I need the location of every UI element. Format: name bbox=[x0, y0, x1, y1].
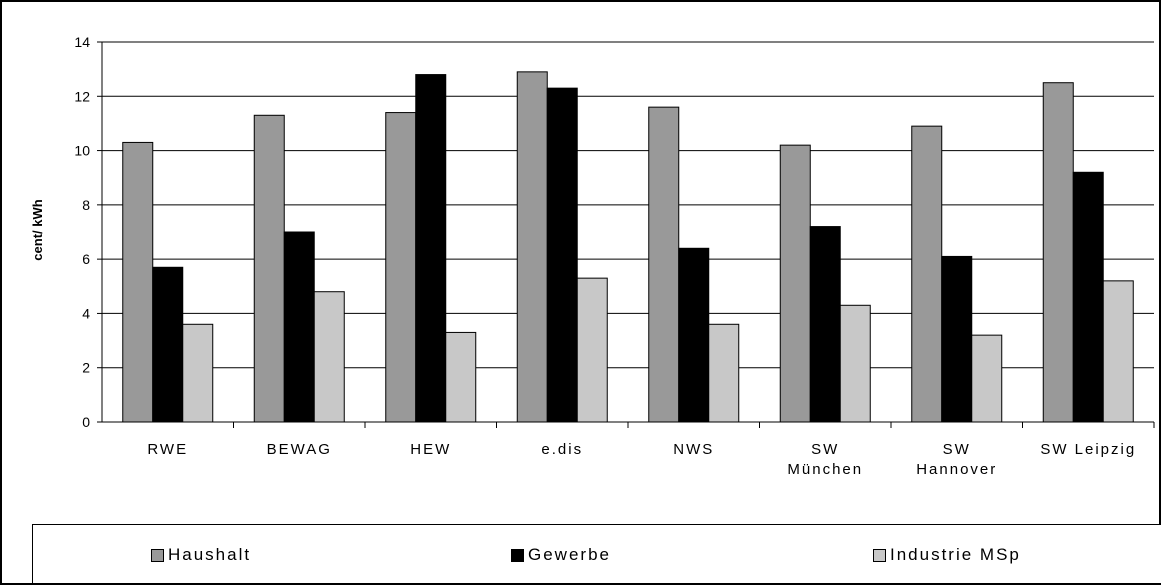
y-tick-label: 8 bbox=[82, 197, 90, 213]
y-tick-label: 6 bbox=[82, 251, 90, 267]
bar-gewerbe-2 bbox=[415, 74, 447, 423]
legend-label: Gewerbe bbox=[528, 545, 611, 564]
bar-industrie-msp-6 bbox=[971, 334, 1003, 423]
bar-industrie-msp-1 bbox=[313, 291, 345, 423]
y-tick-label: 12 bbox=[74, 88, 90, 104]
bar-gewerbe-0 bbox=[152, 266, 184, 423]
bar-haushalt-5 bbox=[779, 144, 811, 423]
legend-swatch bbox=[873, 548, 886, 562]
x-tick-label: SW Leipzig bbox=[1040, 441, 1136, 458]
bar-industrie-msp-2 bbox=[445, 331, 477, 423]
legend-swatch bbox=[151, 548, 164, 562]
bar-haushalt-3 bbox=[516, 71, 548, 423]
x-tick-label: HEW bbox=[410, 441, 451, 458]
bar-gewerbe-3 bbox=[546, 87, 578, 423]
x-tick-label: RWE bbox=[147, 441, 188, 458]
bar-gewerbe-1 bbox=[283, 231, 315, 423]
x-tick-label: BEWAG bbox=[267, 441, 332, 458]
bar-haushalt-2 bbox=[385, 112, 417, 423]
legend-swatch bbox=[511, 548, 524, 562]
bar-gewerbe-7 bbox=[1072, 171, 1104, 423]
x-tick-label: NWS bbox=[673, 441, 714, 458]
bar-haushalt-7 bbox=[1042, 82, 1074, 423]
bar-industrie-msp-4 bbox=[708, 323, 740, 423]
bar-industrie-msp-7 bbox=[1102, 280, 1134, 423]
bar-industrie-msp-3 bbox=[576, 277, 608, 423]
y-tick-label: 14 bbox=[74, 34, 90, 50]
x-tick-label: Hannover bbox=[916, 461, 997, 478]
x-tick-label: SW bbox=[943, 441, 971, 458]
x-tick-label: e.dis bbox=[541, 441, 583, 458]
bar-gewerbe-6 bbox=[941, 255, 973, 423]
legend-item: Haushalt bbox=[151, 544, 251, 566]
legend-item: Gewerbe bbox=[511, 544, 611, 566]
bar-haushalt-1 bbox=[253, 114, 285, 423]
y-tick-label: 10 bbox=[74, 143, 90, 159]
legend-label: Industrie MSp bbox=[890, 545, 1021, 564]
y-tick-label: 4 bbox=[82, 305, 90, 321]
legend: Haushalt Gewerbe Industrie MSp bbox=[32, 524, 1161, 584]
legend-label: Haushalt bbox=[168, 545, 252, 564]
y-tick-label: 0 bbox=[82, 414, 90, 430]
x-tick-label: München bbox=[787, 461, 863, 478]
y-tick-label: 2 bbox=[82, 360, 90, 376]
bar-gewerbe-4 bbox=[678, 247, 710, 423]
legend-item: Industrie MSp bbox=[873, 544, 1021, 566]
y-axis-title: cent/ kWh bbox=[30, 199, 45, 260]
bar-industrie-msp-0 bbox=[182, 323, 214, 423]
bar-haushalt-0 bbox=[122, 141, 154, 423]
bar-industrie-msp-5 bbox=[839, 304, 871, 423]
x-tick-label: SW bbox=[811, 441, 839, 458]
bar-gewerbe-5 bbox=[809, 226, 841, 423]
bar-haushalt-6 bbox=[911, 125, 943, 423]
bar-haushalt-4 bbox=[648, 106, 680, 423]
